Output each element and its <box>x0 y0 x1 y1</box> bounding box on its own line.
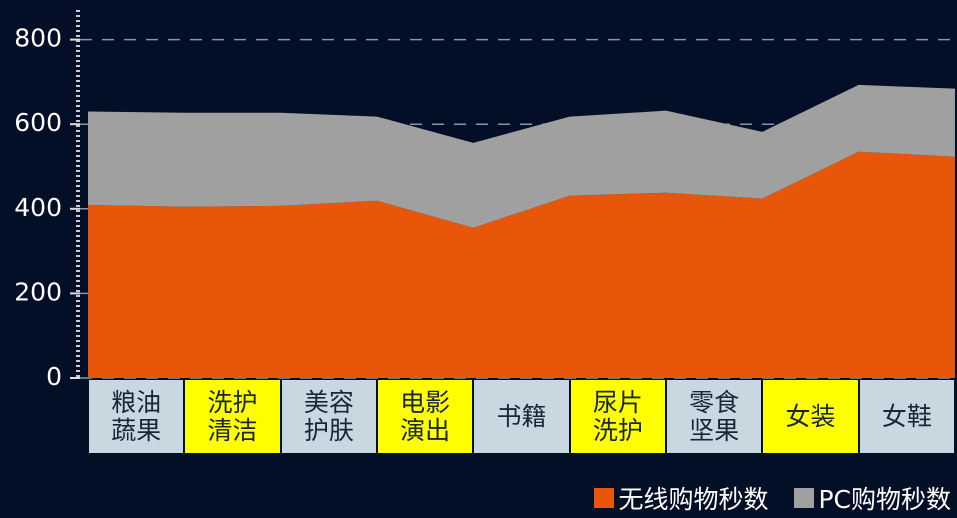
x-tick-label: 女鞋 <box>859 380 954 453</box>
y-tick-label: 800 <box>14 24 62 53</box>
area <box>88 151 955 378</box>
legend: 无线购物秒数 PC购物秒数 <box>568 480 951 516</box>
y-tick-label: 600 <box>14 108 62 137</box>
x-tick-label: 女装 <box>763 380 858 453</box>
x-tick-label: 电影演出 <box>378 380 473 453</box>
area <box>88 84 955 228</box>
y-tick-label: 400 <box>14 193 62 222</box>
x-tick-label: 洗护清洁 <box>185 380 280 453</box>
legend-swatch <box>794 488 815 508</box>
legend-label: 无线购物秒数 <box>618 485 769 514</box>
legend-swatch <box>594 488 615 508</box>
y-tick-label: 200 <box>14 277 62 306</box>
x-tick-label: 尿片洗护 <box>570 380 665 453</box>
x-tick-label: 美容护肤 <box>281 380 376 453</box>
x-tick-label: 粮油蔬果 <box>89 380 184 453</box>
legend-label: PC购物秒数 <box>818 485 951 514</box>
y-tick-label: 0 <box>46 362 62 391</box>
x-tick-label: 零食坚果 <box>667 380 762 453</box>
x-tick-label: 书籍 <box>474 380 569 453</box>
